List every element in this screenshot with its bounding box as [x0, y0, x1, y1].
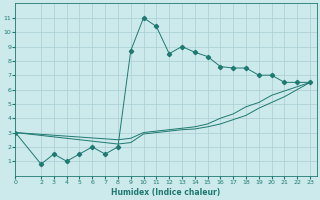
X-axis label: Humidex (Indice chaleur): Humidex (Indice chaleur): [111, 188, 220, 197]
